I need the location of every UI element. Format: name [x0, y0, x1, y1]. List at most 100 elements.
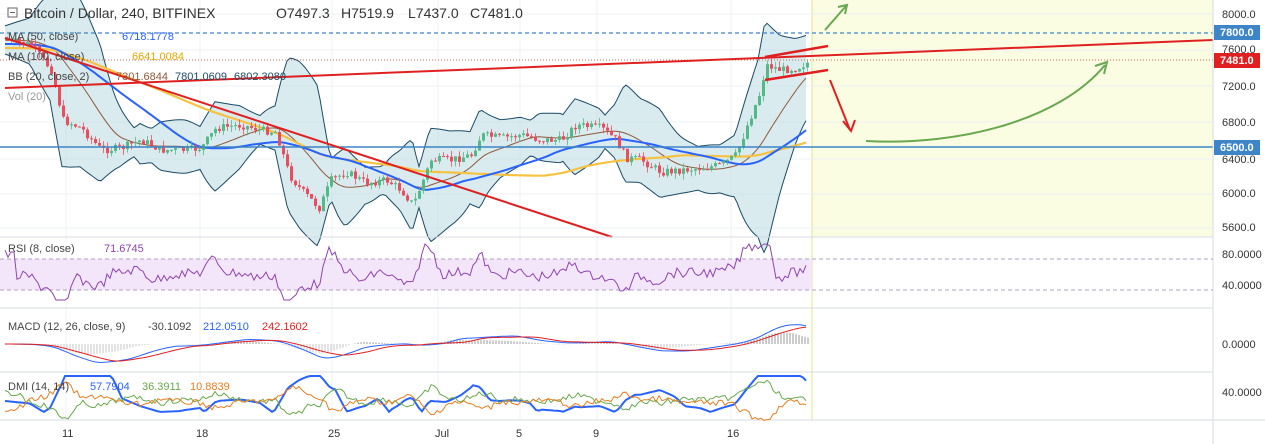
candle-body: [294, 180, 297, 186]
macd-line: [5, 324, 807, 364]
time-axis[interactable]: 11 18 25 Jul 5 9 16: [62, 428, 739, 440]
candle-body: [490, 132, 493, 137]
candle-body: [58, 87, 61, 106]
candle-body: [670, 168, 673, 174]
dmi-legend[interactable]: DMI (14, 14) 57.7904 36.3911 10.8839: [8, 381, 230, 393]
price-tag-support: 6500.0: [1214, 140, 1260, 155]
candle-body: [414, 198, 417, 201]
macd-legend[interactable]: MACD (12, 26, close, 9) -30.1092 212.051…: [8, 321, 308, 333]
candle-body: [698, 169, 701, 171]
time-tick: 9: [593, 428, 599, 440]
candle-body: [250, 126, 253, 128]
candle-body: [518, 135, 521, 138]
svg-text:MACD (12, 26, close, 9): MACD (12, 26, close, 9): [8, 321, 125, 333]
candle-body: [570, 127, 573, 138]
candle-body: [338, 175, 341, 177]
candle-body: [358, 177, 361, 179]
candle-body: [466, 154, 469, 158]
macd-tick: 0.0000: [1222, 339, 1256, 351]
rsi-tick: 80.0000: [1222, 249, 1262, 261]
arrow-up-icon[interactable]: [824, 3, 849, 31]
candle-body: [354, 171, 357, 179]
candle-body: [538, 140, 541, 142]
svg-text:7800.0: 7800.0: [1220, 27, 1254, 39]
candle-body: [594, 123, 597, 125]
dmi-adx-line: [4, 375, 807, 414]
svg-text:DMI (14, 14): DMI (14, 14): [8, 381, 69, 393]
candle-body: [558, 136, 561, 140]
candle-body: [390, 182, 393, 185]
candle-body: [110, 150, 113, 154]
indicator-legend[interactable]: MA (50, close) 6718.1778 MA (100, close)…: [8, 31, 286, 103]
candle-body: [230, 125, 233, 127]
long-trendline[interactable]: [4, 39, 1214, 89]
candle-body: [290, 166, 293, 181]
candle-body: [206, 136, 209, 145]
candle-body: [718, 163, 721, 165]
candle-body: [530, 136, 533, 138]
candle-body: [98, 143, 101, 146]
ma50-value: 6718.1778: [122, 31, 174, 43]
candle-body: [254, 127, 257, 131]
candle-body: [342, 175, 345, 177]
candle-body: [90, 138, 93, 140]
candle-body: [686, 168, 689, 172]
descending-trendline[interactable]: [4, 37, 613, 238]
candle-body: [710, 166, 713, 170]
candle-body: [694, 169, 697, 171]
candle-body: [262, 126, 265, 130]
candle-body: [326, 186, 329, 197]
candle-body: [62, 105, 65, 117]
candle-body: [218, 128, 221, 131]
candle-body: [278, 132, 281, 146]
candle-body: [562, 136, 565, 140]
dmi-adx-value: 57.7904: [90, 381, 130, 393]
candle-body: [350, 171, 353, 177]
candle-body: [146, 140, 149, 145]
svg-text:6500.0: 6500.0: [1220, 142, 1254, 154]
candle-body: [650, 167, 653, 169]
candle-body: [442, 156, 445, 158]
curved-arrow-icon[interactable]: [865, 60, 1109, 143]
time-tick: 18: [196, 428, 208, 440]
candle-body: [598, 123, 601, 125]
price-tick: 5600.0: [1222, 222, 1256, 234]
macd-signal-line: [5, 326, 807, 362]
candle-body: [734, 152, 737, 156]
candle-body: [674, 168, 677, 174]
candle-body: [802, 67, 805, 70]
flag-upper[interactable]: [764, 44, 829, 59]
candle-body: [494, 133, 497, 137]
candle-body: [286, 154, 289, 167]
candle-body: [794, 70, 797, 72]
candle-body: [366, 178, 369, 186]
chart-header[interactable]: Bitcoin / Dollar, 240, BITFINEX O7497.3 …: [7, 5, 523, 21]
candle-body: [578, 124, 581, 130]
arrow-down-icon[interactable]: [829, 79, 856, 134]
candle-body: [70, 124, 73, 126]
flag-lower[interactable]: [764, 68, 829, 82]
candle-body: [234, 125, 237, 127]
candle-body: [54, 73, 57, 88]
candlesticks: [6, 33, 809, 214]
candle-body: [622, 148, 625, 150]
candle-body: [706, 169, 709, 171]
candle-body: [426, 168, 429, 180]
candle-body: [210, 133, 213, 137]
candle-body: [546, 138, 549, 143]
price-tick: 8000.0: [1222, 9, 1256, 21]
candle-body: [662, 172, 665, 176]
candle-body: [282, 145, 285, 155]
time-tick: 25: [328, 428, 340, 440]
candle-body: [754, 105, 757, 119]
candle-body: [86, 129, 89, 139]
candle-body: [554, 139, 557, 142]
price-axis[interactable]: 8000.0 7600.0 7200.0 6800.0 6400.0 6000.…: [1222, 9, 1256, 234]
candle-body: [806, 62, 809, 68]
candle-body: [462, 157, 465, 162]
rsi-legend[interactable]: RSI (8, close) 71.6745: [8, 243, 144, 255]
candle-body: [486, 132, 489, 134]
rsi-line: [4, 242, 807, 301]
candle-body: [574, 127, 577, 130]
